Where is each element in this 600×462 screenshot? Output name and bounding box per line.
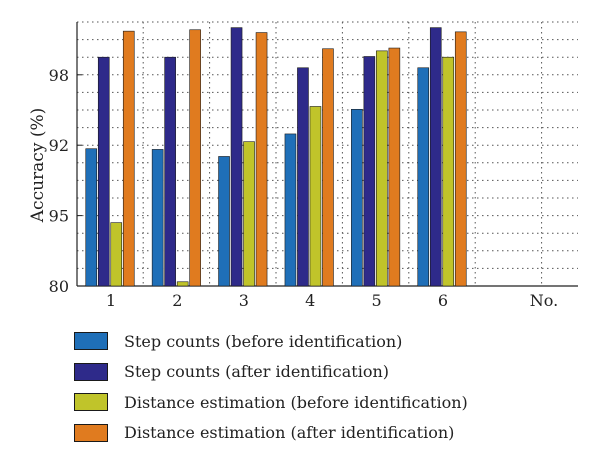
bar [151, 149, 164, 287]
legend-label: Distance estimation (after identificatio… [124, 423, 455, 442]
x-tick-label: 3 [239, 291, 249, 310]
bar [417, 67, 430, 287]
bar-chart: 1 2 3 4 5 6 80 95 92 98 Accuracy (%) No. [28, 21, 578, 310]
bar [189, 29, 201, 287]
legend-item: Distance estimation (before identificati… [74, 391, 574, 413]
bar [164, 56, 176, 287]
bar [284, 133, 297, 287]
y-tick-label: 92 [49, 136, 69, 155]
y-axis-label: Accuracy (%) [28, 108, 48, 223]
bar [122, 30, 135, 287]
x-tick-label: 2 [172, 291, 182, 310]
legend-swatch [74, 332, 108, 350]
bar [429, 27, 442, 287]
bars [85, 27, 467, 287]
legend-label: Distance estimation (before identificati… [124, 392, 468, 412]
legend-item: Step counts (before identification) [74, 330, 574, 352]
bar [388, 47, 401, 287]
legend-item: Distance estimation (after identificatio… [74, 422, 574, 444]
bar [255, 32, 268, 287]
y-tick-label: 98 [49, 66, 69, 85]
bar [297, 67, 309, 287]
legend-label: Step counts (after identification) [124, 362, 390, 381]
x-extra-label: No. [530, 291, 558, 310]
bar [376, 50, 388, 287]
x-tick-label: 6 [438, 291, 448, 310]
bar [309, 106, 322, 287]
legend-swatch [74, 423, 108, 442]
y-tick-label: 80 [49, 277, 69, 296]
bar [110, 222, 123, 287]
legend-swatch [74, 393, 108, 411]
bar [243, 141, 255, 287]
legend: Step counts (before identification) Step… [74, 330, 574, 452]
bar [442, 56, 455, 287]
x-tick-label: 1 [106, 291, 116, 310]
legend-label: Step counts (before identification) [124, 331, 403, 351]
x-tick-label: 4 [305, 291, 315, 310]
y-tick-labels: 80 95 92 98 [49, 66, 82, 296]
bar [85, 148, 98, 287]
bar [322, 48, 334, 287]
bar [97, 56, 110, 287]
bar [351, 108, 363, 287]
bar [218, 156, 230, 287]
bar [176, 281, 189, 287]
bar [230, 27, 243, 287]
bar [363, 56, 376, 287]
legend-item: Step counts (after identification) [74, 361, 574, 383]
x-tick-labels: 1 2 3 4 5 6 [106, 291, 448, 310]
bar [454, 31, 467, 287]
legend-swatch [74, 362, 108, 381]
y-tick-label: 95 [49, 207, 69, 226]
x-tick-label: 5 [372, 291, 382, 310]
